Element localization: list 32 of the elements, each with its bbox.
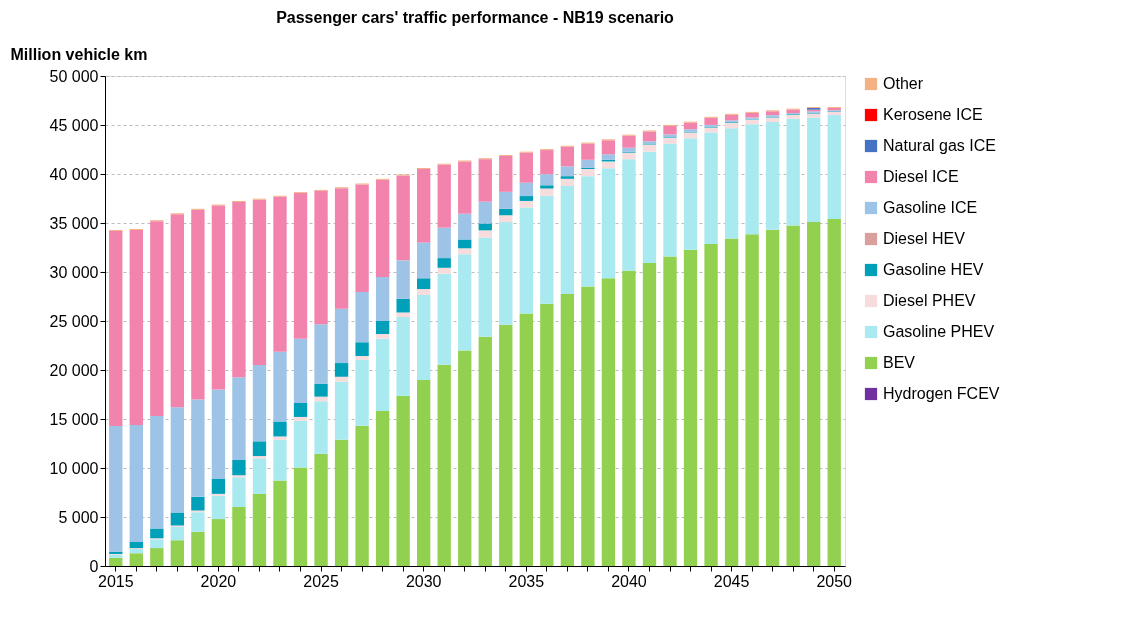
x-tick-label: 2040 bbox=[611, 572, 647, 590]
y-tick-label: 50 000 bbox=[49, 67, 99, 85]
y-tick-label: 35 000 bbox=[49, 214, 99, 232]
y-tick-label: 15 000 bbox=[49, 410, 99, 428]
x-tick-label: 2020 bbox=[200, 572, 237, 590]
y-tick-label: 45 000 bbox=[49, 116, 99, 134]
legend-label: Hydrogen FCEV bbox=[883, 385, 1000, 402]
x-tick-label: 2045 bbox=[713, 572, 750, 590]
legend-label: Natural gas ICE bbox=[883, 137, 996, 154]
y-tick-label: 10 000 bbox=[49, 459, 99, 477]
y-tick-label: 20 000 bbox=[49, 361, 99, 379]
legend-label: Diesel HEV bbox=[883, 230, 966, 247]
y-tick-label: 30 000 bbox=[49, 263, 99, 281]
y-tick-label: 0 bbox=[89, 557, 99, 575]
x-tick-label: 2015 bbox=[97, 572, 134, 590]
legend-label: Gasoline ICE bbox=[883, 199, 978, 216]
y-tick-label: 25 000 bbox=[49, 312, 99, 330]
legend-label: Gasoline PHEV bbox=[883, 323, 995, 340]
y-axis-title: Million vehicle km bbox=[10, 45, 148, 63]
x-tick-label: 2030 bbox=[405, 572, 442, 590]
legend-label: Diesel PHEV bbox=[883, 292, 976, 309]
legend-label: Gasoline HEV bbox=[883, 261, 984, 278]
legend-label: BEV bbox=[883, 354, 916, 371]
x-tick-label: 2050 bbox=[816, 572, 853, 590]
legend-label: Diesel ICE bbox=[883, 168, 959, 185]
chart-title: Passenger cars' traffic performance - NB19 scenario bbox=[276, 9, 675, 26]
legend-label: Kerosene ICE bbox=[883, 106, 983, 123]
y-tick-label: 40 000 bbox=[49, 165, 99, 183]
x-tick-label: 2025 bbox=[303, 572, 339, 590]
legend-label: Other bbox=[883, 75, 924, 92]
y-tick-label: 5 000 bbox=[58, 508, 99, 526]
x-tick-label: 2035 bbox=[508, 572, 545, 590]
